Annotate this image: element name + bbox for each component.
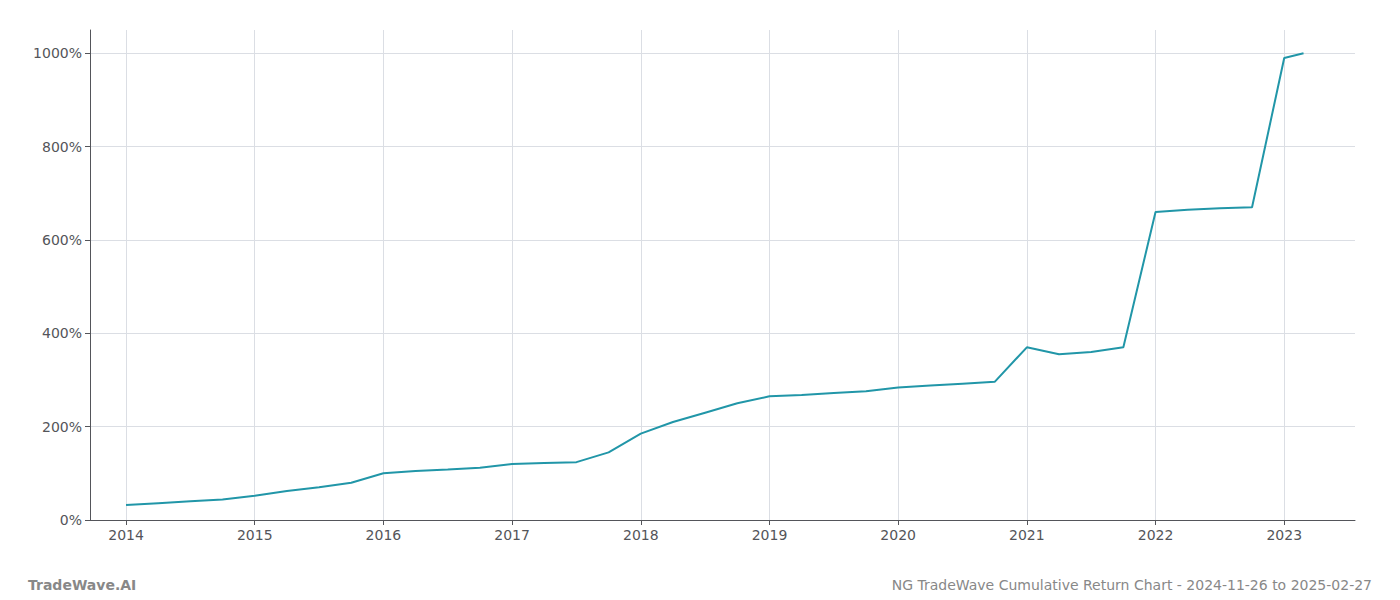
svg-text:400%: 400% <box>42 325 82 341</box>
svg-text:2014: 2014 <box>108 527 144 543</box>
svg-text:2018: 2018 <box>623 527 659 543</box>
svg-text:2017: 2017 <box>494 527 530 543</box>
svg-text:2020: 2020 <box>880 527 916 543</box>
svg-text:2021: 2021 <box>1009 527 1045 543</box>
svg-text:TradeWave.AI: TradeWave.AI <box>28 577 136 593</box>
svg-text:800%: 800% <box>42 139 82 155</box>
svg-text:2023: 2023 <box>1266 527 1302 543</box>
svg-text:600%: 600% <box>42 232 82 248</box>
svg-text:0%: 0% <box>60 512 82 528</box>
svg-text:1000%: 1000% <box>33 45 82 61</box>
svg-text:2015: 2015 <box>237 527 273 543</box>
svg-text:200%: 200% <box>42 419 82 435</box>
svg-text:2022: 2022 <box>1138 527 1174 543</box>
svg-text:2016: 2016 <box>366 527 402 543</box>
svg-text:2019: 2019 <box>752 527 788 543</box>
svg-text:NG TradeWave Cumulative Return: NG TradeWave Cumulative Return Chart - 2… <box>892 577 1372 593</box>
